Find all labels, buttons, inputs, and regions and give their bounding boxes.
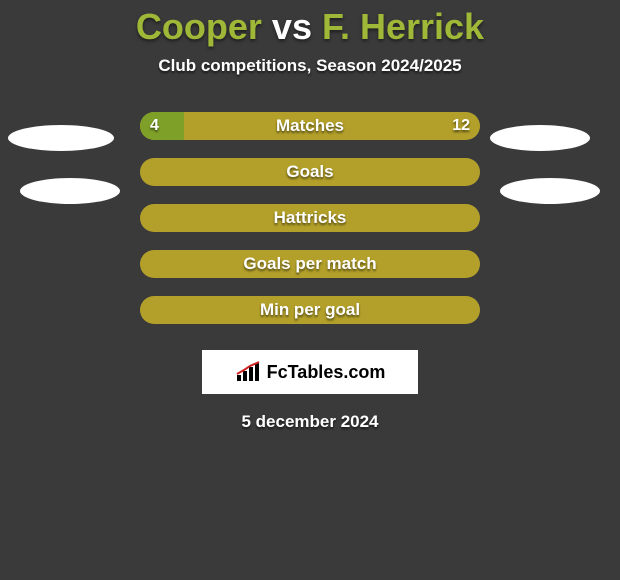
bar-label: Hattricks: [140, 204, 480, 232]
bar-track: Hattricks: [140, 204, 480, 232]
bar-track: 412Matches: [140, 112, 480, 140]
bar-label: Min per goal: [140, 296, 480, 324]
decorative-ellipse: [490, 125, 590, 151]
bar-label: Goals: [140, 158, 480, 186]
stat-row: Min per goal: [0, 296, 620, 342]
bar-label: Matches: [140, 112, 480, 140]
decorative-ellipse: [500, 178, 600, 204]
vs-text: vs: [272, 6, 312, 47]
player1-name: Cooper: [136, 6, 262, 47]
stat-row: Hattricks: [0, 204, 620, 250]
fctables-logo-text: FcTables.com: [267, 362, 386, 383]
player2-name: F. Herrick: [322, 6, 484, 47]
bar-track: Min per goal: [140, 296, 480, 324]
subtitle: Club competitions, Season 2024/2025: [0, 56, 620, 76]
decorative-ellipse: [8, 125, 114, 151]
bar-track: Goals: [140, 158, 480, 186]
bar-label: Goals per match: [140, 250, 480, 278]
bar-track: Goals per match: [140, 250, 480, 278]
stat-row: Goals per match: [0, 250, 620, 296]
date-text: 5 december 2024: [0, 412, 620, 432]
decorative-ellipse: [20, 178, 120, 204]
bars-chart-icon: [235, 361, 263, 383]
comparison-title: Cooper vs F. Herrick: [0, 0, 620, 48]
fctables-logo: FcTables.com: [202, 350, 418, 394]
